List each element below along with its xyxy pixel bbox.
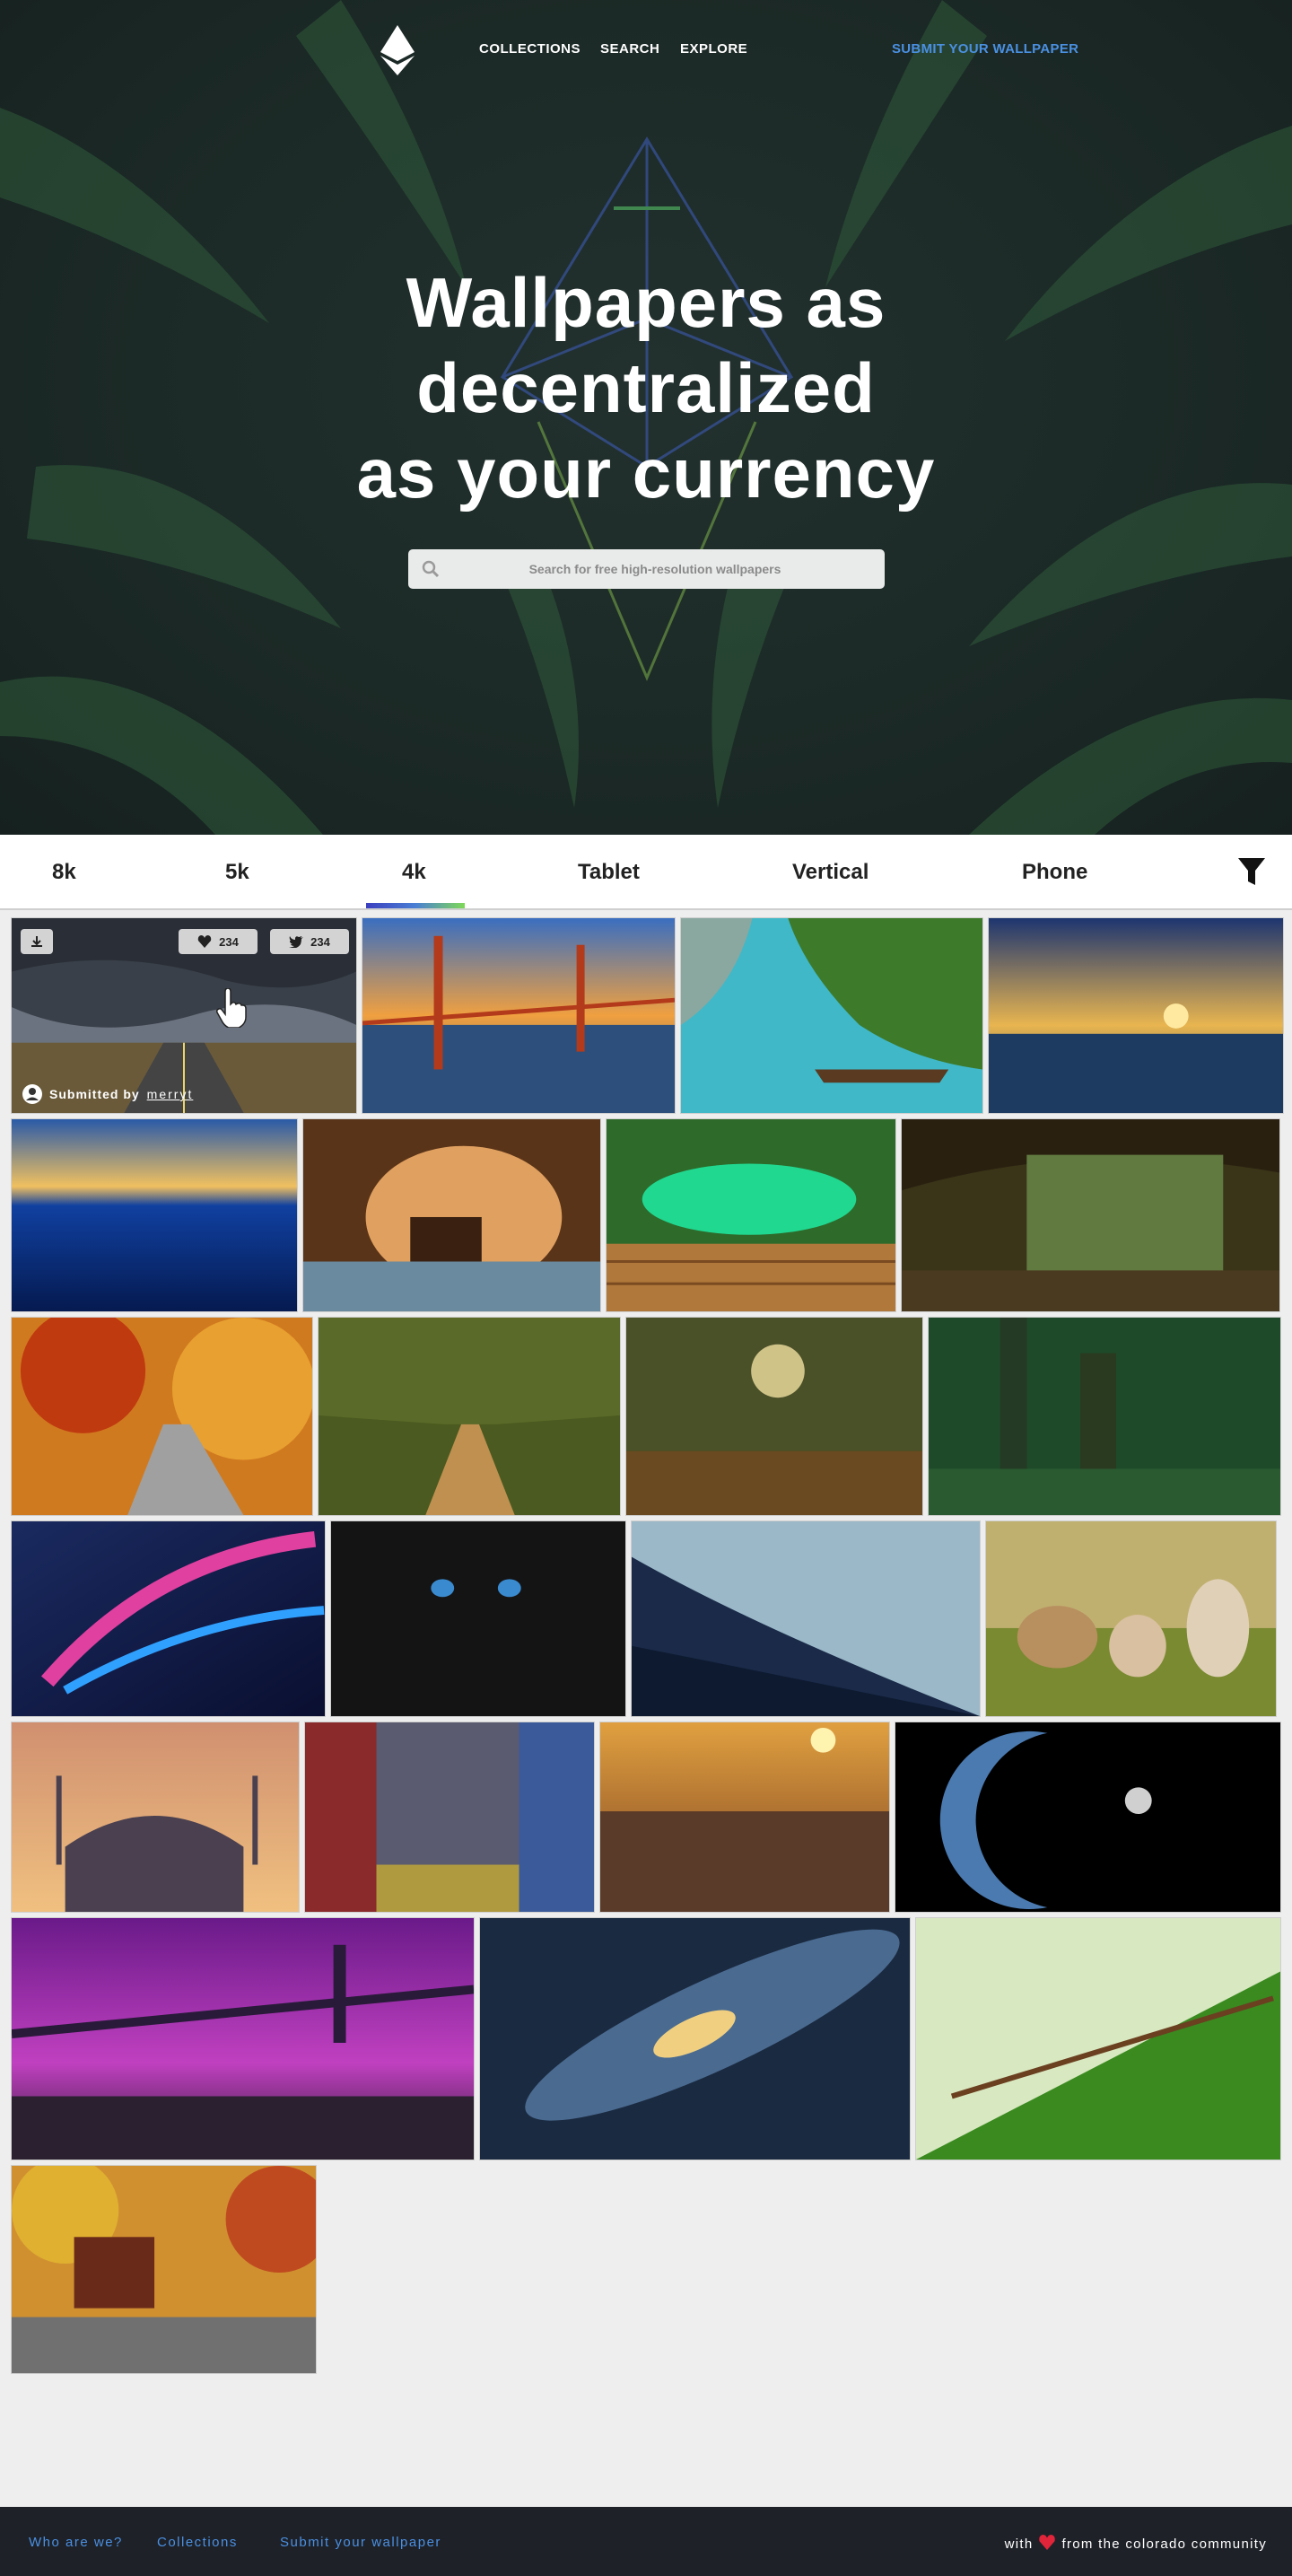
- footer-collections-link[interactable]: Collections: [157, 2535, 238, 2550]
- user-icon: [22, 1084, 42, 1104]
- tab-tablet[interactable]: Tablet: [578, 860, 640, 884]
- hero-title-line-1: Wallpapers as: [406, 263, 886, 342]
- wallpaper-tile[interactable]: [11, 1722, 300, 1913]
- hero-title: Wallpapers as decentralized as your curr…: [0, 260, 1292, 516]
- submitted-by: Submitted by merryt: [22, 1084, 193, 1104]
- tab-vertical[interactable]: Vertical: [792, 860, 869, 884]
- top-nav: COLLECTIONS SEARCH EXPLORE SUBMIT YOUR W…: [0, 25, 1292, 75]
- wallpaper-tile[interactable]: [985, 1520, 1277, 1717]
- wallpaper-tile[interactable]: [895, 1722, 1281, 1913]
- filter-icon[interactable]: [1238, 858, 1265, 891]
- nav-search-link[interactable]: SEARCH: [600, 41, 660, 57]
- hero-title-line-2: decentralized: [416, 348, 876, 427]
- hero-title-line-3: as your currency: [356, 434, 936, 513]
- wallpaper-tile[interactable]: [11, 1118, 298, 1312]
- submitted-label: Submitted by: [49, 1087, 140, 1101]
- hero: COLLECTIONS SEARCH EXPLORE SUBMIT YOUR W…: [0, 0, 1292, 835]
- tweet-count: 234: [310, 934, 330, 949]
- heart-icon: [197, 935, 212, 948]
- like-button[interactable]: 234: [179, 929, 258, 954]
- heart-icon: [1038, 2535, 1056, 2554]
- wallpaper-tile[interactable]: [11, 2165, 317, 2374]
- nav-collections-link[interactable]: COLLECTIONS: [479, 41, 581, 57]
- tab-5k[interactable]: 5k: [225, 860, 249, 884]
- wallpaper-tile[interactable]: [901, 1118, 1280, 1312]
- wallpaper-tile[interactable]: [631, 1520, 981, 1717]
- wallpaper-tile[interactable]: [599, 1722, 890, 1913]
- ethereum-logo-icon[interactable]: [377, 25, 418, 75]
- wallpaper-tile[interactable]: [680, 917, 983, 1114]
- wallpaper-tile[interactable]: [304, 1722, 595, 1913]
- submitter-link[interactable]: merryt: [146, 1087, 194, 1101]
- tab-4k[interactable]: 4k: [402, 860, 426, 884]
- wallpaper-tile[interactable]: [479, 1917, 911, 2160]
- submit-wallpaper-link[interactable]: SUBMIT YOUR WALLPAPER: [892, 41, 1079, 57]
- footer-who-are-we-link[interactable]: Who are we?: [29, 2535, 123, 2550]
- wallpaper-tile[interactable]: [11, 1917, 475, 2160]
- wallpaper-tile[interactable]: [606, 1118, 896, 1312]
- footer-credit: with from the colorado community: [1005, 2535, 1267, 2554]
- wallpaper-tile[interactable]: [915, 1917, 1281, 2160]
- wallpaper-tile[interactable]: [362, 917, 676, 1114]
- wallpaper-tile[interactable]: [988, 917, 1284, 1114]
- footer-with-text: with: [1004, 2537, 1034, 2552]
- tweet-button[interactable]: 234: [270, 929, 349, 954]
- footer: Who are we? Collections Submit your wall…: [0, 2507, 1292, 2576]
- hand-cursor-icon: [216, 988, 247, 1028]
- twitter-icon: [289, 935, 304, 948]
- tab-phone[interactable]: Phone: [1022, 860, 1088, 884]
- palm-leaves-decoration: [0, 0, 1292, 835]
- wallpaper-tile[interactable]: [318, 1317, 621, 1516]
- wallpaper-tile[interactable]: [330, 1520, 626, 1717]
- search-bar: [408, 549, 885, 589]
- active-tab-indicator: [366, 903, 465, 908]
- wallpaper-tile[interactable]: [302, 1118, 601, 1312]
- footer-from-text: from the colorado community: [1061, 2537, 1267, 2552]
- wallpaper-tile[interactable]: [625, 1317, 923, 1516]
- search-icon: [422, 560, 440, 583]
- resolution-tabs: 8k 5k 4k Tablet Vertical Phone: [0, 835, 1292, 910]
- tab-8k[interactable]: 8k: [52, 860, 76, 884]
- download-button[interactable]: [21, 929, 53, 954]
- wallpaper-tile[interactable]: [928, 1317, 1281, 1516]
- wallpaper-tile[interactable]: [11, 1317, 313, 1516]
- nav-explore-link[interactable]: EXPLORE: [680, 41, 748, 57]
- footer-submit-link[interactable]: Submit your wallpaper: [280, 2535, 441, 2550]
- search-input[interactable]: [444, 549, 866, 589]
- like-count: 234: [219, 934, 239, 949]
- download-icon: [31, 935, 43, 948]
- wallpaper-tile[interactable]: 234 234 Submitted by merryt: [11, 917, 357, 1114]
- wallpaper-tile[interactable]: [11, 1520, 326, 1717]
